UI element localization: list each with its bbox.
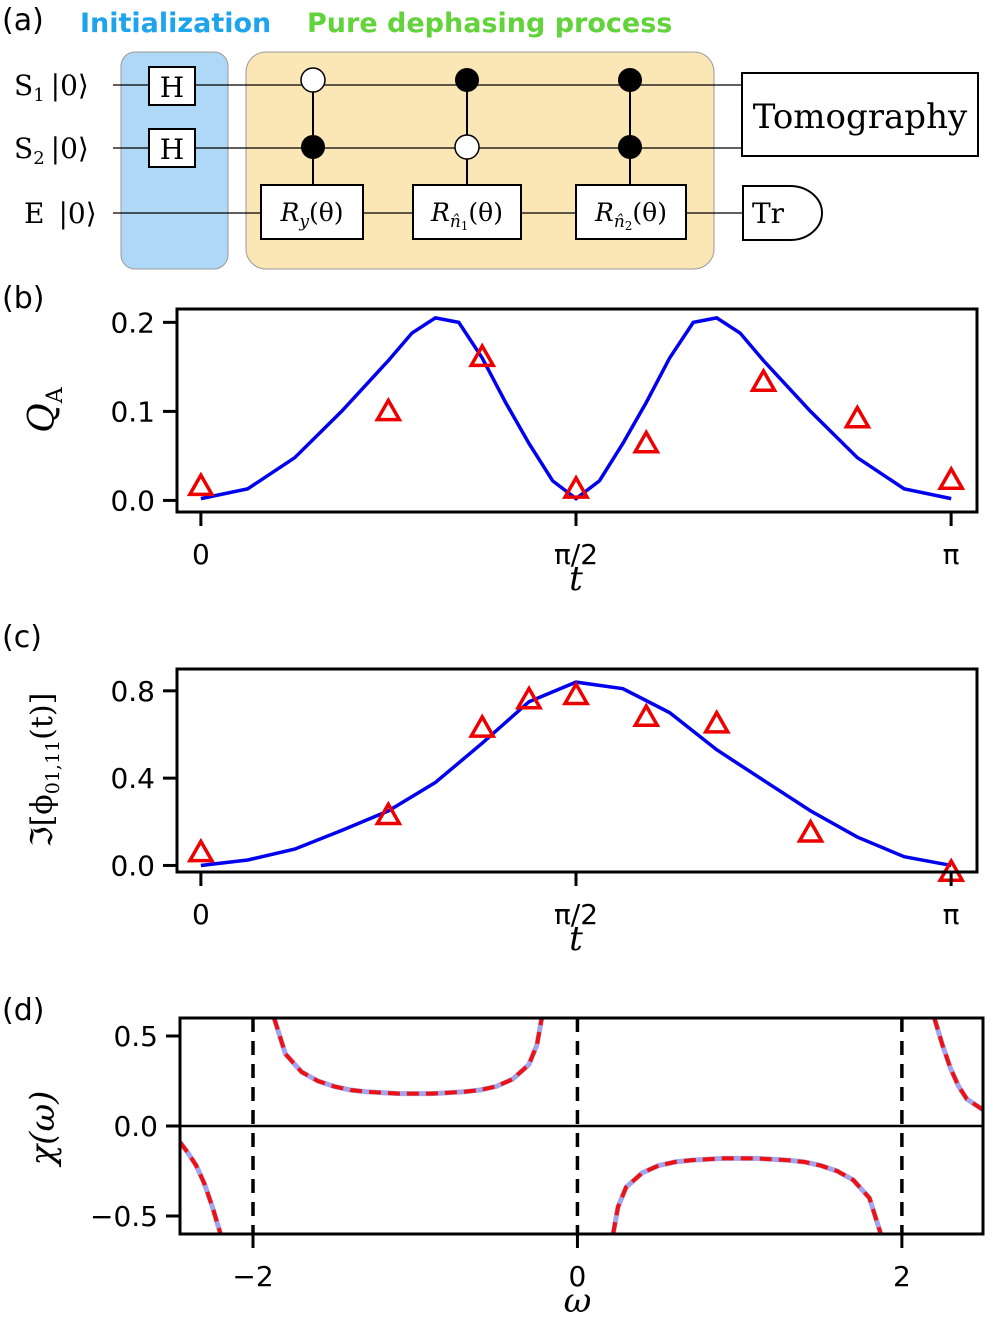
- experiment-point: [374, 800, 403, 826]
- experiment-point: [514, 685, 544, 710]
- panel-label-d: (d): [2, 993, 44, 1028]
- y-tick-label: 0.5: [113, 1020, 158, 1053]
- experiment-point: [632, 702, 661, 728]
- x-tick-label: π: [943, 538, 960, 571]
- tomography-box: [741, 72, 979, 157]
- hadamard-gate-s1: [148, 66, 196, 106]
- y-tick-label: 0.1: [110, 395, 155, 428]
- x-tick-label: 0: [569, 1260, 587, 1293]
- panel-label-b: (b): [2, 281, 44, 316]
- experiment-segment-1: [272, 1018, 544, 1096]
- y-tick-label: 0.0: [110, 484, 155, 517]
- chart-d: −2 0 2 −0.5 0.0 0.5 ω: [90, 1016, 985, 1321]
- rotation-gate-n2: [575, 184, 687, 240]
- x-axis-label: ω: [564, 1281, 592, 1321]
- x-tick-label: 0: [192, 538, 210, 571]
- theory-curve: [200, 680, 952, 868]
- experiment-point: [749, 367, 778, 393]
- chart-b: 0 π/2 π 0.0 0.1 0.2 t: [110, 306, 979, 599]
- x-tick-label: π: [943, 898, 960, 931]
- theory-segment-3: [931, 1018, 983, 1112]
- experiment-point: [702, 709, 731, 734]
- dephasing-title: Pure dephasing process: [307, 8, 672, 39]
- control-open-s2-g2: [454, 134, 480, 160]
- experiment-segment-2: [611, 1156, 883, 1234]
- y-tick-label: 0.8: [110, 675, 155, 708]
- rotation-gate-y-label: Ry(θ): [280, 198, 344, 232]
- experiment-point: [468, 713, 497, 738]
- rotation-gate-n1-label: Rn̂1(θ): [430, 198, 503, 233]
- y-axis-label-d: χ(ω): [23, 1091, 63, 1168]
- rotation-gate-n2-label: Rn̂2(θ): [594, 198, 667, 233]
- y-axis-label-b: QA: [22, 386, 68, 433]
- experiment-point: [562, 474, 591, 499]
- x-tick-label: 2: [893, 1260, 911, 1293]
- x-axis-label: t: [569, 559, 583, 599]
- qubit-label-e: E |0⟩: [24, 197, 97, 230]
- y-tick-label: 0.0: [110, 849, 155, 882]
- experiment-point: [562, 680, 591, 706]
- circuit-diagram: Initialization Pure dephasing process S1…: [14, 8, 979, 270]
- trace-label: Tr: [752, 197, 785, 230]
- hadamard-gate-s2: [148, 128, 196, 168]
- y-tick-label: 0.2: [110, 306, 155, 339]
- experiment-point: [843, 403, 872, 429]
- hadamard-label-s1: H: [160, 71, 184, 104]
- chart-c: 0 π/2 π 0.0 0.4 0.8 t: [110, 667, 979, 959]
- control-filled-s2-g1: [301, 135, 325, 159]
- axes-frame: [175, 667, 979, 874]
- y-tick-label: 0.4: [110, 762, 155, 795]
- y-axis-label-c: ℑ[ϕ01,11(t)]: [25, 693, 64, 848]
- panel-label-c: (c): [2, 620, 42, 655]
- x-axis-label: t: [569, 919, 583, 959]
- x-tick-label: π/2: [554, 538, 598, 571]
- control-filled-s1-g3: [618, 68, 642, 92]
- y-tick-label: 0.0: [113, 1110, 158, 1143]
- control-filled-s1-g2: [455, 68, 479, 92]
- experiment-point: [468, 342, 497, 368]
- control-open-s1-g1: [300, 67, 326, 93]
- experiment-segment-0: [180, 1140, 223, 1234]
- panel-label-a: (a): [2, 3, 44, 38]
- x-tick-label: 0: [192, 898, 210, 931]
- tomography-label: Tomography: [753, 97, 968, 137]
- initialization-title: Initialization: [80, 8, 271, 39]
- rotation-gate-y: [260, 184, 364, 240]
- x-tick-label: π/2: [554, 898, 598, 931]
- experiment-point: [632, 428, 661, 454]
- qubit-label-s1: S1 |0⟩: [14, 69, 89, 106]
- trace-meter: [742, 185, 823, 241]
- experiment-point: [186, 837, 215, 863]
- qubit-label-s2: S2 |0⟩: [14, 132, 89, 169]
- experiment-segment-3: [932, 1018, 983, 1112]
- experiment-point: [186, 471, 215, 497]
- control-filled-s2-g3: [618, 135, 642, 159]
- theory-curve: [200, 316, 952, 501]
- experiment-point: [937, 465, 966, 490]
- y-tick-label: −0.5: [90, 1200, 158, 1233]
- rotation-gate-n1: [412, 184, 522, 240]
- experiment-point: [796, 818, 825, 843]
- x-tick-label: −2: [232, 1260, 273, 1293]
- experiment-point: [374, 396, 403, 422]
- hadamard-label-s2: H: [160, 133, 184, 166]
